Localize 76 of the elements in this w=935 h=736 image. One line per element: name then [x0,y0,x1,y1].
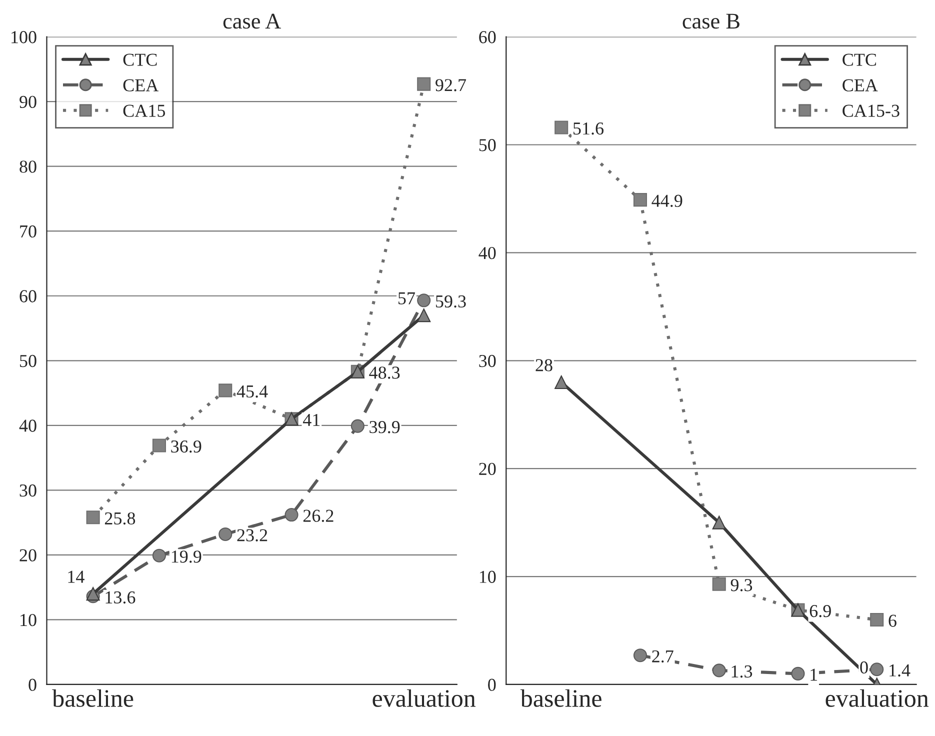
point [284,508,298,522]
point [86,587,100,601]
point [870,662,884,676]
point [86,510,100,524]
data-label: 39.9 [370,421,400,434]
data-label: 92.7 [436,79,466,92]
point [633,648,647,662]
point [152,438,166,452]
data-label: 59.3 [436,295,466,308]
data-label: 41 [302,414,320,426]
x-tick-label: evaluation [372,689,476,707]
y-tick-label: 10 [20,614,36,626]
legend-label: CA15-3 [842,104,900,117]
data-label: 1.3 [732,665,752,678]
data-label: 0 [860,661,868,674]
data-label: 51.6 [574,122,604,135]
x-tick-label: evaluation [826,689,929,707]
point [633,193,647,207]
point [554,120,568,134]
point [350,419,364,433]
y-tick-label: 40 [478,246,496,260]
y-tick-label: 100 [12,31,36,44]
point [417,308,431,322]
chart-title: case B [682,14,740,29]
data-label: 23.2 [237,529,268,542]
point [152,548,166,562]
y-tick-label: 20 [479,462,496,476]
data-label: 45.4 [236,385,268,398]
y-tick-label: 10 [480,570,496,583]
y-tick-label: 30 [479,354,496,368]
legend-label: CA15 [123,104,166,117]
y-tick-label: 50 [20,354,36,368]
point [791,666,805,680]
legend-label: CTC [123,54,157,66]
data-label: 1 [810,668,818,681]
point [712,577,726,591]
legend-label: CEA [842,79,878,92]
point [218,384,232,398]
x-tick-label: baseline [520,689,602,707]
y-tick-label: 90 [20,96,36,108]
point [417,294,431,308]
point [712,664,726,678]
data-label: 14 [68,570,84,583]
data-label: 44.9 [652,194,682,207]
data-label: 13.6 [106,591,136,604]
data-label: 57 [398,292,415,304]
chart-title: case A [223,14,281,29]
y-tick-label: 60 [20,290,36,302]
y-tick-label: 70 [20,225,36,238]
data-label: 1.4 [890,664,910,677]
point [417,77,431,91]
point [712,516,726,530]
data-label: 48.3 [369,366,400,379]
point [870,612,884,626]
data-label: 6 [888,614,896,627]
data-label: 9.3 [730,579,752,592]
data-label: 36.9 [171,440,202,453]
y-tick-label: 20 [20,549,36,562]
y-tick-label: 0 [488,678,496,691]
x-tick-label: baseline [52,689,134,707]
y-tick-label: 0 [28,678,36,691]
legend-label: CEA [123,79,159,92]
legend-label: CTC [842,54,876,66]
data-label: 19.9 [172,550,202,563]
data-label: 28 [536,359,552,372]
y-tick-label: 30 [20,484,36,497]
y-tick-label: 40 [19,420,36,432]
data-label: 2.7 [652,650,674,663]
data-label: 6.9 [810,604,831,618]
y-tick-label: 80 [20,160,36,173]
point [218,527,232,541]
point [554,375,568,389]
y-tick-label: 50 [479,139,496,152]
data-label: 25.8 [104,512,136,525]
y-tick-label: 60 [479,31,496,44]
data-label: 26.2 [303,510,334,522]
